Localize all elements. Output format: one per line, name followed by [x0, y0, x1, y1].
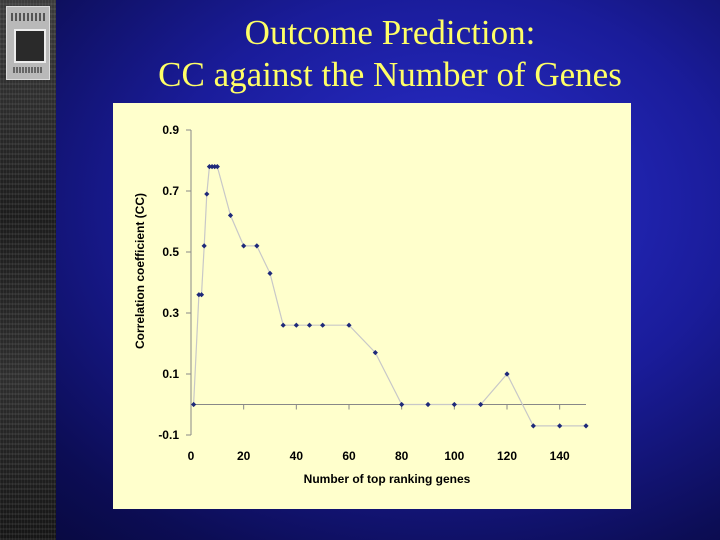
- chip-window: [14, 29, 46, 63]
- x-tick-label: 60: [342, 449, 356, 463]
- data-point: [241, 243, 247, 249]
- data-point: [557, 423, 563, 429]
- data-point: [306, 322, 313, 328]
- x-tick-label: 100: [444, 449, 464, 463]
- x-tick-label: 20: [237, 449, 251, 463]
- y-tick-label: 0.3: [162, 306, 179, 320]
- data-point: [320, 322, 326, 328]
- data-point: [425, 401, 431, 408]
- slide-title: Outcome Prediction: CC against the Numbe…: [60, 12, 720, 96]
- data-point: [254, 243, 260, 249]
- data-point: [196, 292, 202, 298]
- data-point: [191, 401, 197, 408]
- data-point: [478, 401, 484, 408]
- y-tick-label: 0.9: [162, 123, 179, 137]
- data-point: [206, 164, 213, 170]
- series-line: [193, 165, 586, 427]
- plot-panel: -0.1 0.1 0.3 0.5 0.7 0.9 0 20 40 60 80 100 120 140 Nu…: [113, 103, 631, 509]
- slide-title-line-2: CC against the Number of Genes: [158, 55, 622, 94]
- y-tick-label: -0.1: [158, 428, 179, 442]
- data-point: [267, 270, 273, 276]
- data-point: [212, 164, 218, 170]
- memory-card-icon: [6, 6, 50, 80]
- y-tick-label: 0.5: [162, 245, 179, 259]
- left-decorative-strip: [0, 0, 56, 540]
- tick-labels-group: -0.1 0.1 0.3 0.5 0.7 0.9 0 20 40 60 80 100 120 140: [158, 123, 570, 463]
- data-point: [583, 423, 589, 429]
- axes-group: [186, 129, 586, 436]
- data-points-group: [191, 164, 589, 429]
- data-point: [201, 243, 207, 249]
- y-tick-label: 0.7: [162, 184, 179, 198]
- data-point: [214, 164, 220, 170]
- chip-foot-mark: [13, 67, 43, 73]
- chip-label-mark: [11, 13, 45, 21]
- data-point: [504, 371, 510, 377]
- data-point: [293, 322, 299, 328]
- data-point: [346, 322, 352, 328]
- x-tick-label: 140: [550, 449, 570, 463]
- x-tick-label: 40: [290, 449, 304, 463]
- y-tick-label: 0.1: [162, 367, 179, 381]
- x-axis-label: Number of top ranking genes: [304, 472, 471, 486]
- data-point: [530, 423, 536, 429]
- data-point: [209, 164, 215, 170]
- slide-title-line-1: Outcome Prediction:: [244, 13, 536, 52]
- data-point: [204, 191, 210, 197]
- data-point: [280, 322, 286, 328]
- cc-vs-genes-chart: -0.1 0.1 0.3 0.5 0.7 0.9 0 20 40 60 80 100 120 140 Nu…: [133, 123, 589, 486]
- x-tick-label: 120: [497, 449, 517, 463]
- data-point: [399, 401, 405, 408]
- data-point: [227, 212, 234, 218]
- x-tick-label: 0: [188, 449, 195, 463]
- data-point: [451, 401, 457, 408]
- y-axis-label: Correlation coefficient (CC): [133, 193, 147, 349]
- x-tick-label: 80: [395, 449, 409, 463]
- data-point: [198, 292, 205, 298]
